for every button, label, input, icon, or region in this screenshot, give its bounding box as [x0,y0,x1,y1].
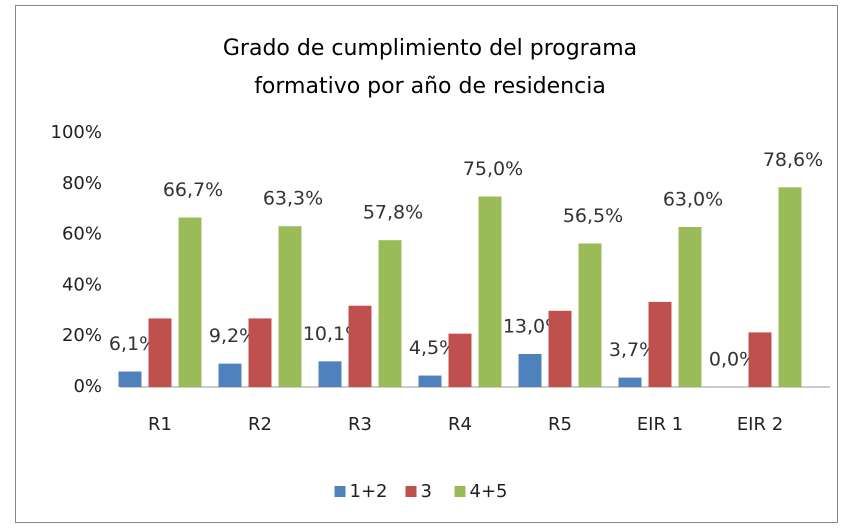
legend-label: 1+2 [350,481,388,502]
x-tick-label: R5 [548,414,572,435]
data-label: 4,5% [409,337,457,359]
data-label: 6,1% [109,333,157,355]
bar [318,361,342,387]
legend-swatch [405,486,417,497]
data-label: 63,0% [663,188,723,210]
data-label: 66,7% [163,179,223,201]
bar [118,371,142,387]
bar [678,226,702,387]
bar [748,332,772,387]
legend-label: 3 [421,481,432,502]
x-tick-label: R4 [448,414,472,435]
data-label: 13,0% [503,315,563,337]
x-tick-label: R3 [348,414,372,435]
y-tick-label: 100% [51,122,102,143]
bar [548,310,572,387]
data-label: 57,8% [363,202,423,224]
bar [148,318,172,387]
bar [618,377,642,387]
data-label: 3,7% [609,339,657,361]
data-label: 75,0% [463,158,523,180]
legend-swatch [454,486,466,497]
y-tick-label: 0% [73,376,102,397]
bar [648,301,672,387]
legend-swatch [334,486,346,497]
bar [518,353,542,387]
data-label: 56,5% [563,205,623,227]
data-label: 9,2% [209,325,257,347]
data-label: 63,3% [263,188,323,210]
bar [448,333,472,387]
y-tick-label: 60% [62,224,102,245]
bar [348,305,372,387]
data-label: 10,1% [303,323,363,345]
x-tick-label: R2 [248,414,272,435]
chart-title: Grado de cumplimiento del programa forma… [222,36,638,99]
data-label: 0,0% [709,349,757,371]
y-tick-label: 80% [62,173,102,194]
x-tick-label: EIR 2 [737,414,783,435]
x-tick-label: R1 [148,414,172,435]
bar [218,363,242,387]
bar [778,187,802,387]
legend-label: 4+5 [470,481,508,502]
bar [478,196,502,387]
data-label: 78,6% [763,149,823,171]
bar [248,318,272,387]
bar [278,226,302,387]
bar [578,243,602,387]
y-tick-label: 20% [62,325,102,346]
x-tick-label: EIR 1 [637,414,683,435]
bar [418,375,442,387]
y-tick-label: 40% [62,274,102,295]
bar [378,240,402,387]
bar [178,217,202,387]
